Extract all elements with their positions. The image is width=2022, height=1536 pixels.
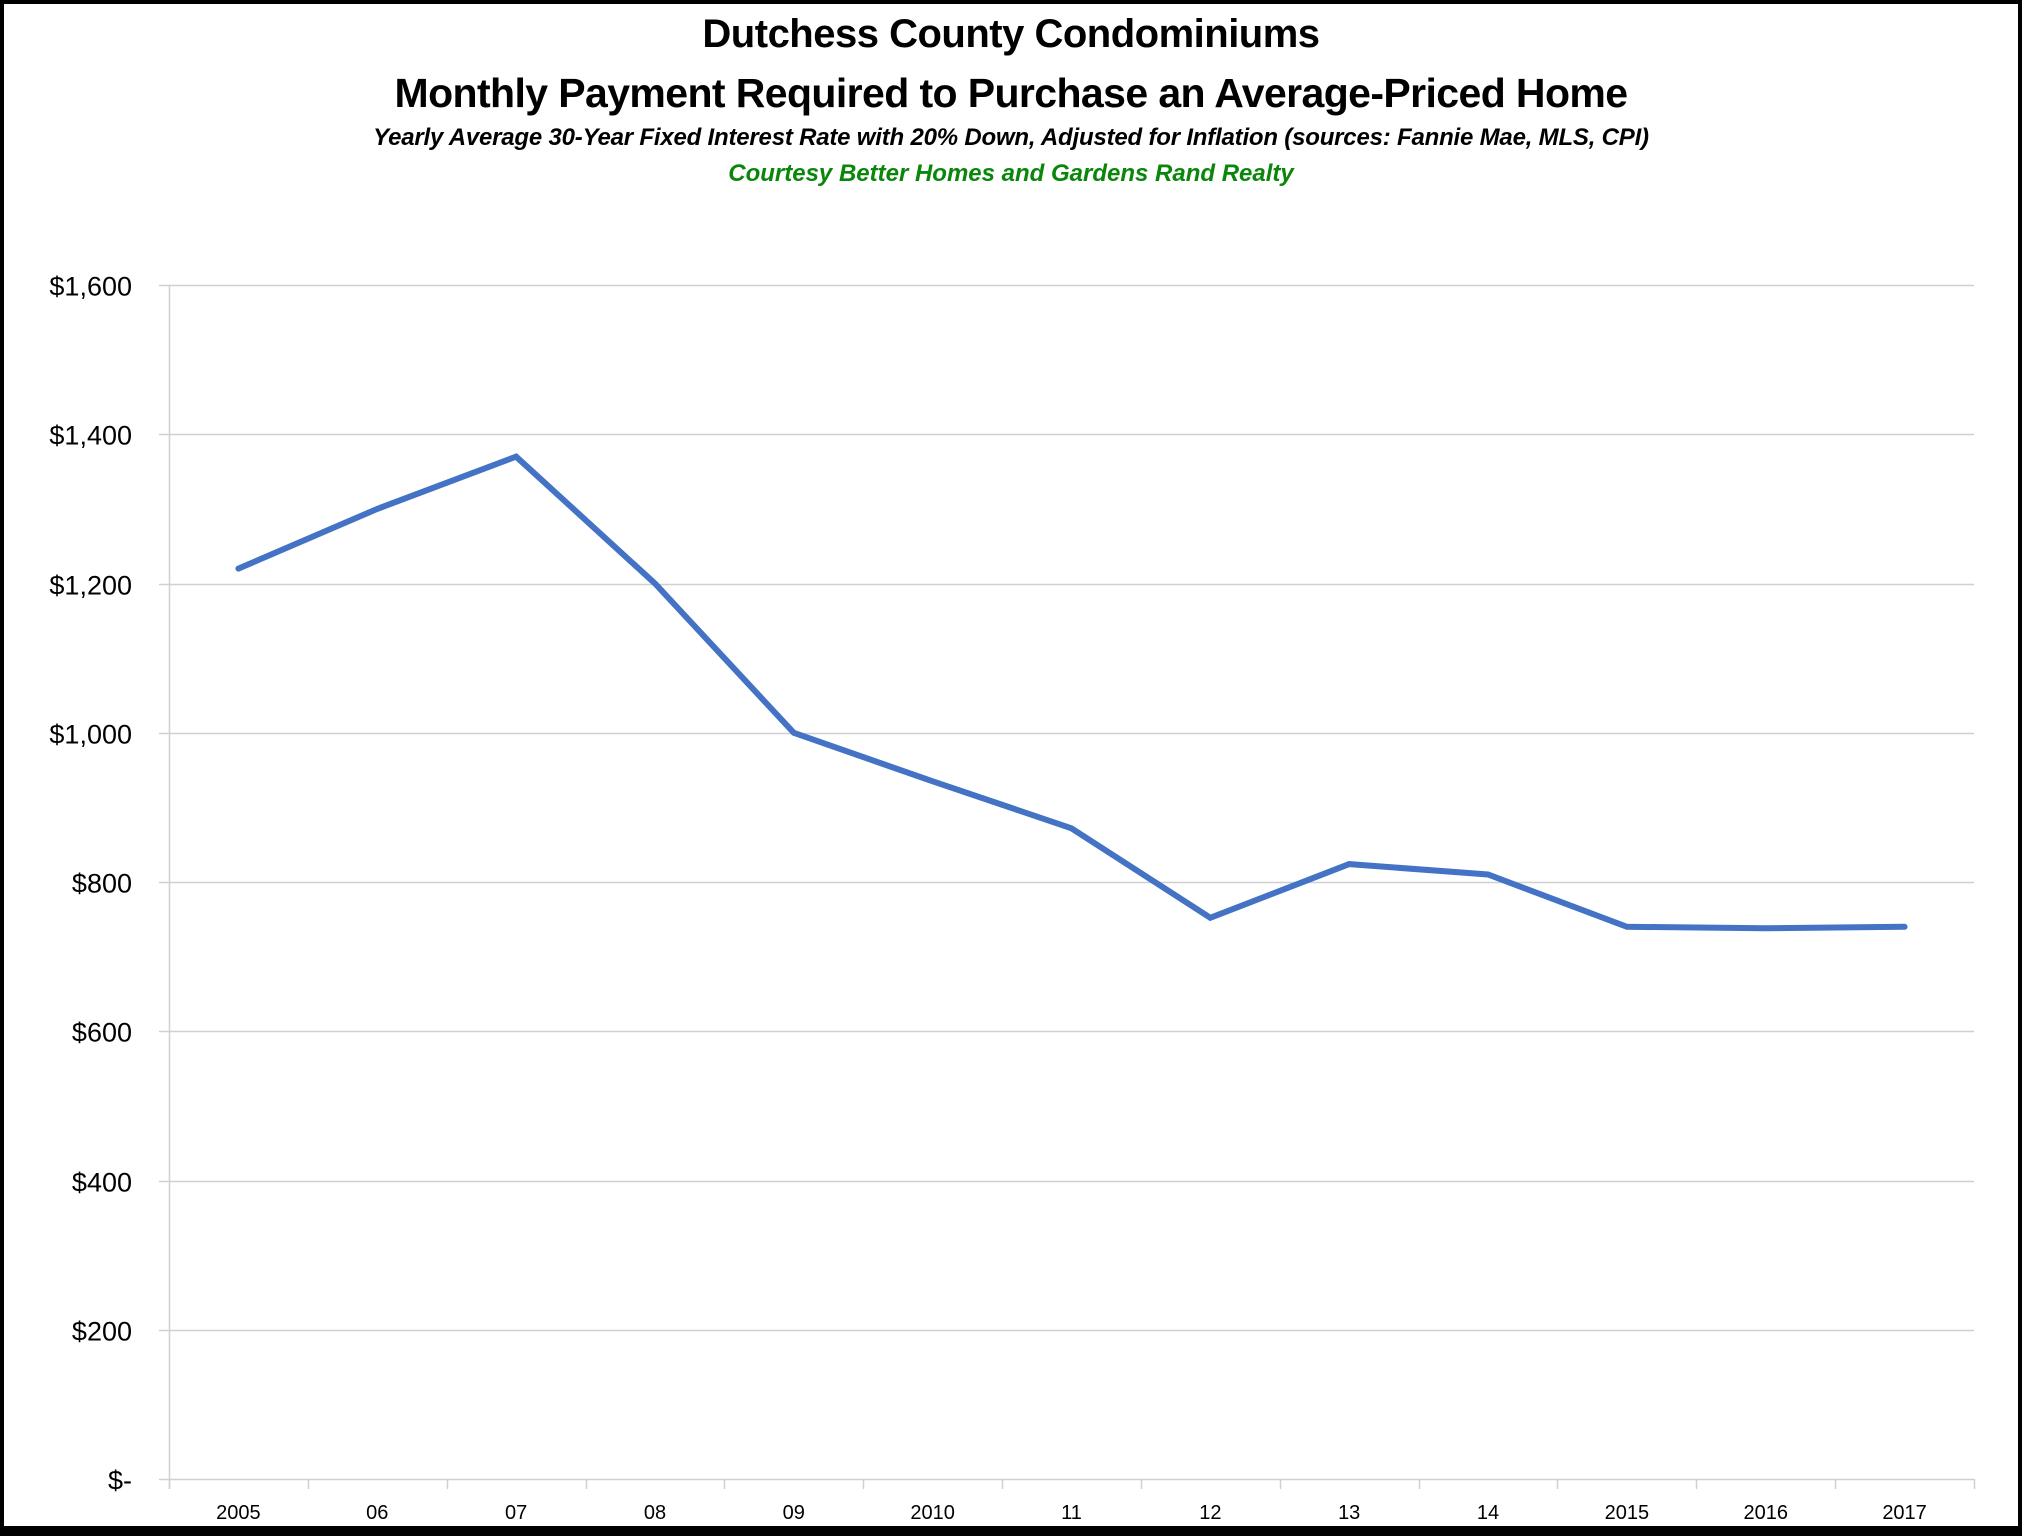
x-tick-label: 2017 [1882, 1502, 1927, 1524]
x-axis-labels: 2005 06 07 08 09 2010 11 12 13 14 2015 2016 2017 [216, 1502, 1927, 1524]
y-axis-labels: $- $200 $400 $600 $800 $1,000 $1,200 $1,400 $1,6… [49, 272, 132, 1496]
axes [168, 285, 1976, 1489]
x-tick-label: 2015 [1605, 1502, 1650, 1524]
chart-background [4, 4, 2018, 1526]
x-tick-label: 2016 [1743, 1502, 1788, 1524]
x-tick-label: 09 [783, 1502, 805, 1524]
gridlines [159, 284, 1974, 1481]
y-tick-label: $200 [72, 1317, 132, 1347]
chart-credit: Courtesy Better Homes and Gardens Rand R… [728, 160, 1294, 187]
y-tick-label: $1,000 [49, 720, 132, 750]
y-tick-label: $- [108, 1466, 132, 1496]
x-tick-label: 08 [644, 1502, 666, 1524]
y-tick-label: $1,200 [49, 571, 132, 601]
series-line [235, 453, 1908, 932]
chart-title: Dutchess County Condominiums [702, 12, 1320, 56]
data-series [235, 453, 1908, 932]
chart-subtitle: Yearly Average 30-Year Fixed Interest Ra… [373, 124, 1649, 151]
x-tick-label: 12 [1199, 1502, 1221, 1524]
chart-title-line2: Monthly Payment Required to Purchase an … [394, 70, 1629, 116]
y-tick-label: $600 [72, 1018, 132, 1048]
y-tick-label: $800 [72, 869, 132, 899]
x-tick-label: 2005 [216, 1502, 261, 1524]
x-tick-label: 2010 [910, 1502, 955, 1524]
x-tick-label: 14 [1477, 1502, 1499, 1524]
x-tick-label: 13 [1338, 1502, 1360, 1524]
x-tick-label: 11 [1061, 1502, 1082, 1524]
x-tick-label: 06 [366, 1502, 388, 1524]
y-tick-label: $400 [72, 1168, 132, 1198]
x-tick-label: 07 [505, 1502, 527, 1524]
y-tick-label: $1,400 [49, 421, 132, 451]
y-tick-label: $1,600 [49, 272, 132, 302]
